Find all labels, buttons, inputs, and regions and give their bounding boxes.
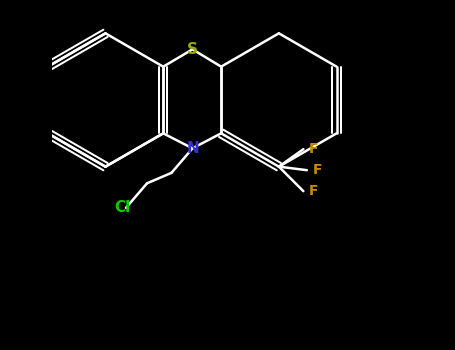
Text: F: F	[309, 184, 318, 198]
Text: N: N	[186, 141, 199, 156]
Text: F: F	[313, 163, 322, 177]
Text: Cl: Cl	[114, 200, 131, 215]
Text: F: F	[309, 142, 318, 156]
Text: S: S	[187, 42, 198, 57]
